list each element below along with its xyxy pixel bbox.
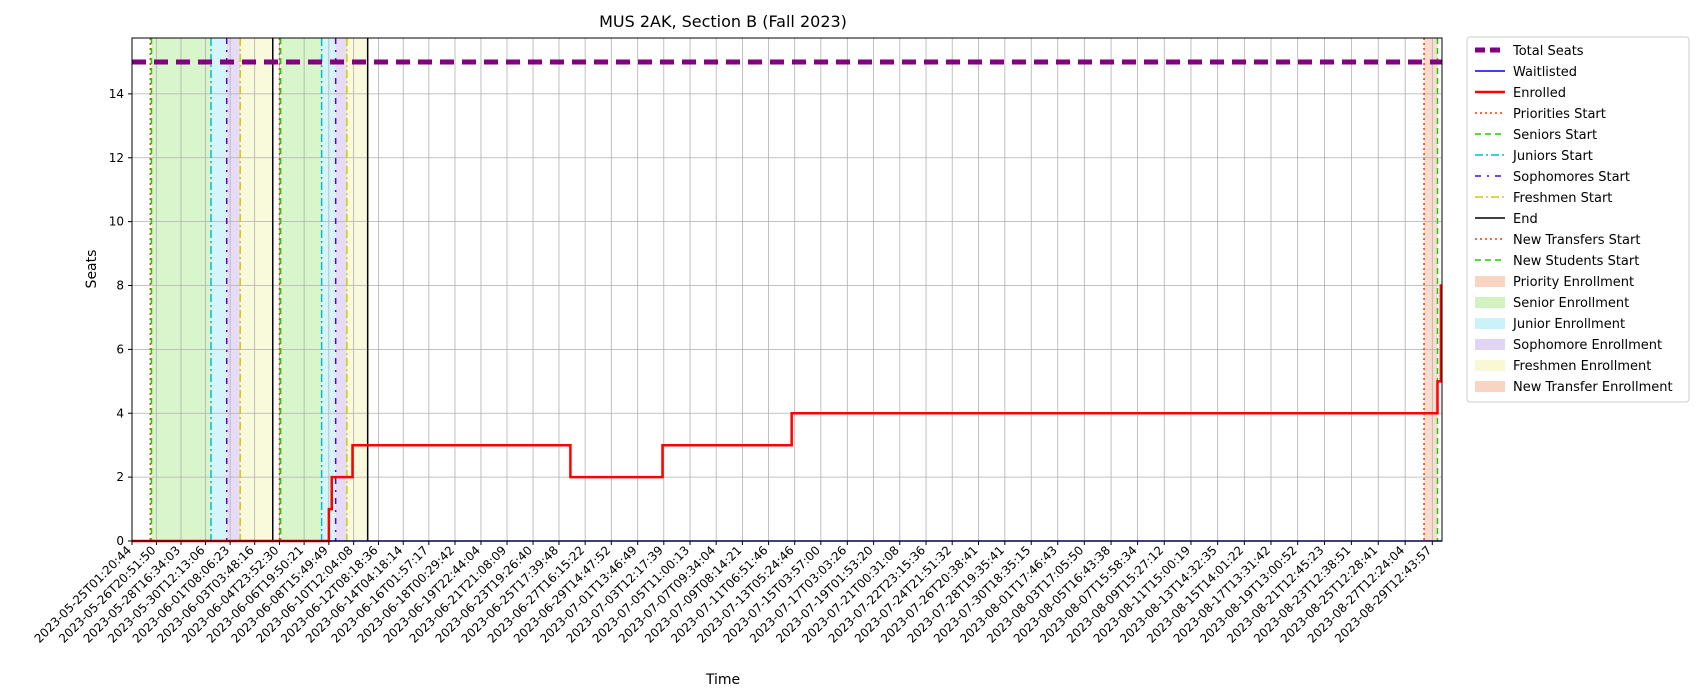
grid-lines <box>131 38 1442 542</box>
y-tick-label: 14 <box>109 87 124 101</box>
legend-swatch-freshmen-enrollment <box>1475 360 1505 371</box>
region-new-transfer-enrollment <box>1424 38 1438 541</box>
legend: Total Seats Waitlisted Enrolled Priorities … <box>1466 36 1690 403</box>
y-tick-label: 8 <box>116 279 124 293</box>
legend-label-new-transfer-enrollment: New Transfer Enrollment <box>1513 380 1673 395</box>
legend-label-priority-enrollment: Priority Enrollment <box>1513 275 1634 290</box>
legend-label-freshmen-enrollment: Freshmen Enrollment <box>1513 359 1651 374</box>
y-tick-label: 10 <box>109 215 124 229</box>
region-sophomore-enrollment <box>226 38 241 541</box>
phase-markers <box>149 38 1439 541</box>
legend-label-total-seats: Total Seats <box>1512 44 1584 59</box>
legend-label-waitlisted: Waitlisted <box>1513 65 1577 80</box>
region-freshmen-enrollment <box>346 38 368 541</box>
region-junior-enrollment <box>210 38 227 541</box>
legend-label-junior-enrollment: Junior Enrollment <box>1512 317 1625 332</box>
y-axis-label: Seats <box>84 250 100 289</box>
legend-label-new-transfers-start: New Transfers Start <box>1513 233 1640 248</box>
legend-label-seniors-start: Seniors Start <box>1513 128 1597 143</box>
legend-label-priorities-start: Priorities Start <box>1513 107 1606 122</box>
series-enrolled <box>132 284 1443 543</box>
region-freshmen-enrollment <box>240 38 273 541</box>
plot-frame <box>131 37 1443 542</box>
axes: 024681012142023-05-25T01:20:442023-05-26… <box>32 37 1443 646</box>
legend-swatch-sophomore-enrollment <box>1475 339 1505 350</box>
y-tick-label: 4 <box>116 406 124 420</box>
legend-swatch-new-transfer-enrollment <box>1475 381 1505 392</box>
legend-label-senior-enrollment: Senior Enrollment <box>1513 296 1629 311</box>
legend-box <box>1466 36 1690 403</box>
x-axis-label: Time <box>705 672 740 688</box>
legend-swatch-junior-enrollment <box>1475 318 1505 329</box>
legend-swatch-senior-enrollment <box>1475 297 1505 308</box>
y-tick-label: 2 <box>116 470 124 484</box>
legend-swatch-priority-enrollment <box>1475 276 1505 287</box>
y-tick-label: 0 <box>116 534 124 548</box>
legend-label-juniors-start: Juniors Start <box>1512 149 1593 164</box>
legend-label-freshmen-start: Freshmen Start <box>1513 191 1612 206</box>
enrollment-regions <box>151 38 1438 541</box>
y-tick-label: 12 <box>109 151 124 165</box>
y-tick-label: 6 <box>116 342 124 356</box>
legend-label-sophomore-enrollment: Sophomore Enrollment <box>1513 338 1662 353</box>
legend-label-end: End <box>1513 212 1538 227</box>
legend-label-sophomores-start: Sophomores Start <box>1513 170 1630 185</box>
region-senior-enrollment <box>280 38 322 541</box>
legend-label-new-students-start: New Students Start <box>1513 254 1639 269</box>
legend-label-enrolled: Enrolled <box>1513 86 1566 101</box>
chart-title: MUS 2AK, Section B (Fall 2023) <box>599 12 847 31</box>
region-sophomore-enrollment <box>335 38 347 541</box>
